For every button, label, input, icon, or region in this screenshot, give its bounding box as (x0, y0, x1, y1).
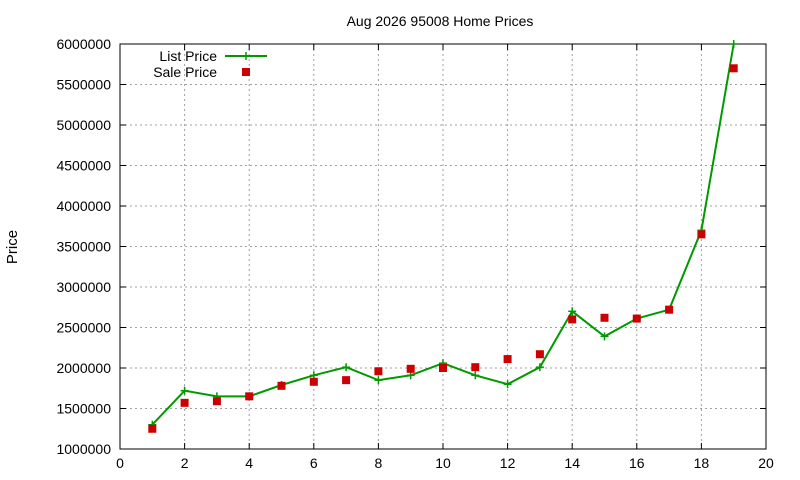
y-tick-label: 3500000 (56, 239, 111, 255)
sale-price-point (278, 382, 286, 390)
list-price-point (504, 380, 512, 388)
y-tick-label: 3000000 (56, 279, 111, 295)
x-tick-label: 20 (758, 455, 774, 471)
y-tick-label: 2000000 (56, 360, 111, 376)
sale-price-point (471, 363, 479, 371)
x-tick-label: 8 (375, 455, 383, 471)
sale-price-point (439, 364, 447, 372)
list-price-point (342, 363, 350, 371)
sale-price-point (633, 315, 641, 323)
y-tick-label: 5500000 (56, 77, 111, 93)
x-tick-label: 12 (500, 455, 516, 471)
sale-price-point (374, 367, 382, 375)
data-series (148, 40, 737, 433)
sale-price-point (342, 376, 350, 384)
y-tick-label: 4000000 (56, 198, 111, 214)
sale-price-point (730, 64, 738, 72)
sale-price-point (536, 350, 544, 358)
y-tick-label: 4500000 (56, 158, 111, 174)
y-tick-label: 1500000 (56, 401, 111, 417)
sale-price-point (601, 314, 609, 322)
legend-swatch-square (242, 68, 250, 76)
y-tick-label: 1000000 (56, 441, 111, 457)
sale-price-point (148, 425, 156, 433)
sale-price-point (504, 355, 512, 363)
x-tick-label: 0 (116, 455, 124, 471)
list-price-point (730, 40, 738, 48)
legend-label-sale-price: Sale Price (153, 64, 217, 80)
x-tick-label: 16 (629, 455, 645, 471)
y-axis-title: Price (4, 230, 21, 264)
x-tick-label: 18 (694, 455, 710, 471)
y-tick-label: 6000000 (56, 36, 111, 52)
y-tick-label: 5000000 (56, 117, 111, 133)
sale-price-point (568, 315, 576, 323)
sale-price-point (665, 306, 673, 314)
list-price-point (374, 376, 382, 384)
sale-price-point (181, 399, 189, 407)
x-tick-label: 2 (181, 455, 189, 471)
sale-price-point (245, 392, 253, 400)
x-tick-label: 6 (310, 455, 318, 471)
y-tick-label: 2500000 (56, 320, 111, 336)
axes: 0 2 4 6 8 10 12 14 16 18 20 1000000 1500000 2000000 25… (56, 36, 774, 471)
legend-label-list-price: List Price (159, 48, 217, 64)
sale-price-point (213, 397, 221, 405)
x-tick-label: 4 (245, 455, 253, 471)
x-tick-label: 10 (435, 455, 451, 471)
list-price-point (471, 371, 479, 379)
sale-price-point (310, 378, 318, 386)
sale-price-point (697, 230, 705, 238)
legend-swatch-plus (242, 52, 250, 60)
sale-price-point (407, 365, 415, 373)
grid-lines (120, 44, 766, 449)
x-tick-label: 14 (564, 455, 580, 471)
chart-title: Aug 2026 95008 Home Prices (347, 13, 534, 29)
list-price-point (536, 363, 544, 371)
